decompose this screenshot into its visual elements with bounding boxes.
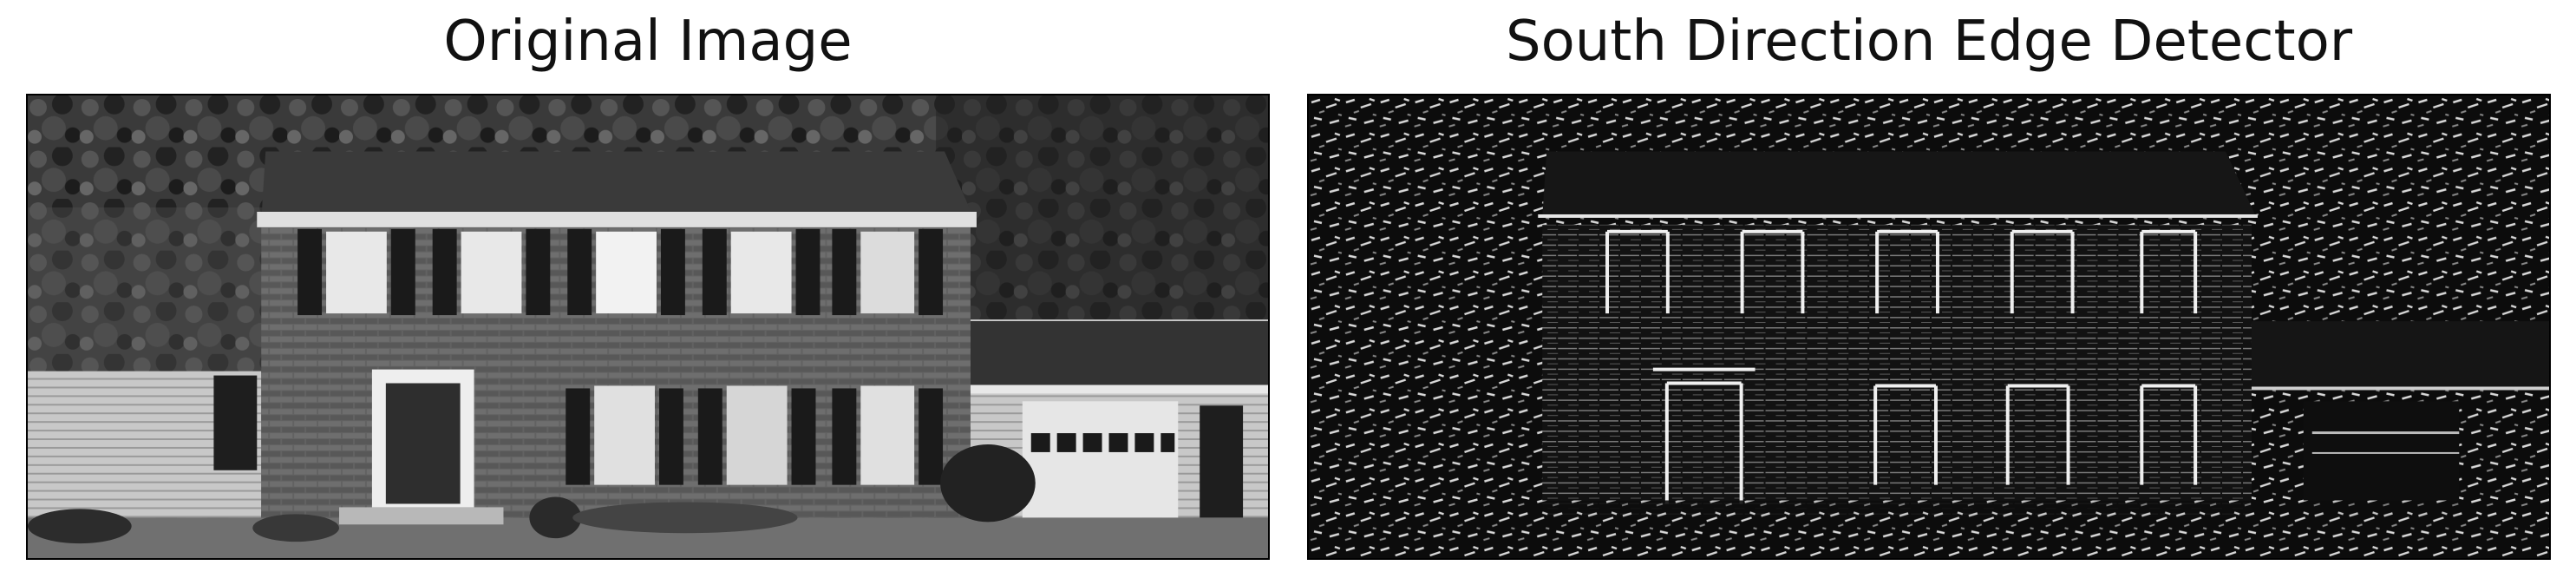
original-image-title: Original Image xyxy=(443,10,853,74)
edge-detector-image xyxy=(1307,94,2551,560)
original-house-photo xyxy=(28,95,1268,558)
edge-map-photo xyxy=(1309,95,2549,558)
original-image xyxy=(26,94,1270,560)
edge-detector-title: South Direction Edge Detector xyxy=(1505,10,2353,74)
